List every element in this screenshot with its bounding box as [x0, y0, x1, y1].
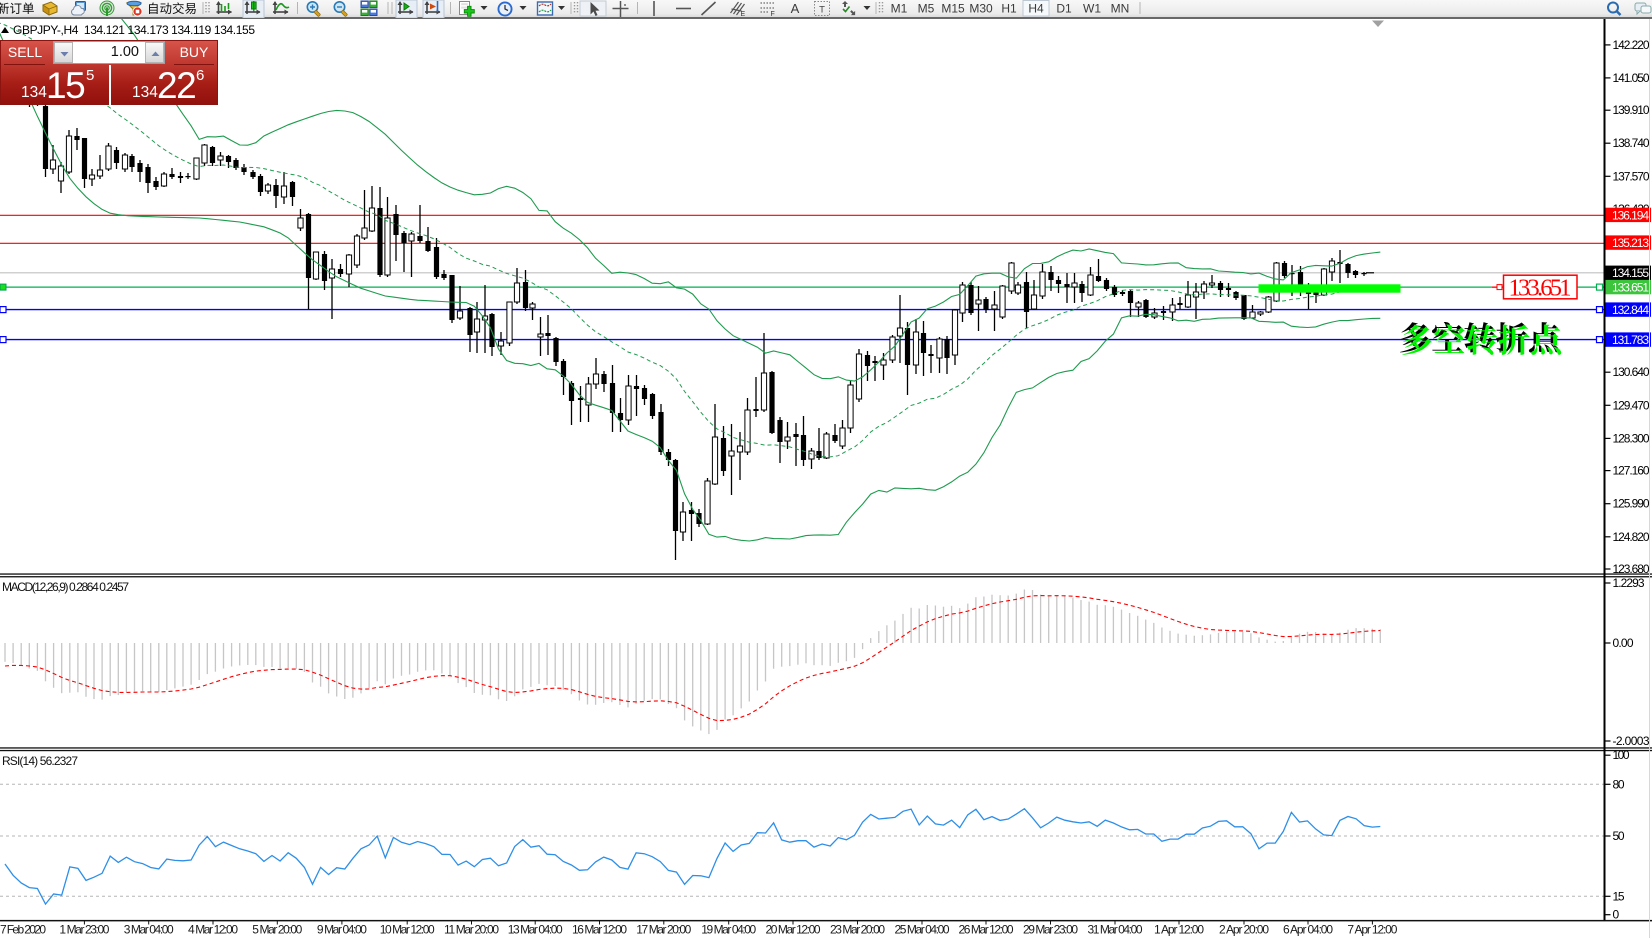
svg-text:0: 0: [1613, 908, 1620, 922]
svg-text:15: 15: [1613, 889, 1625, 903]
svg-text:4 Mar 12:00: 4 Mar 12:00: [188, 923, 238, 937]
svg-text:M15: M15: [941, 2, 965, 16]
svg-text:6 Apr 04:00: 6 Apr 04:00: [1283, 923, 1333, 937]
svg-text:T: T: [819, 5, 825, 16]
svg-text:125.990: 125.990: [1613, 497, 1650, 511]
svg-text:138.740: 138.740: [1613, 136, 1650, 150]
svg-text:31 Mar 04:00: 31 Mar 04:00: [1088, 923, 1143, 937]
svg-text:100: 100: [1613, 748, 1630, 762]
svg-text:GBPJPY-,H4 134.121 134.173 13: GBPJPY-,H4 134.121 134.173 134.119 134.1…: [13, 23, 255, 37]
svg-text:MACD(12,26,9) 0.2864 0.2457: MACD(12,26,9) 0.2864 0.2457: [2, 580, 129, 594]
svg-text:26 Mar 12:00: 26 Mar 12:00: [959, 923, 1014, 937]
svg-text:133.651: 133.651: [1612, 281, 1649, 295]
svg-text:F: F: [771, 11, 775, 18]
svg-text:1.2293: 1.2293: [1613, 576, 1645, 590]
svg-text:50: 50: [1613, 829, 1625, 843]
svg-text:141.050: 141.050: [1613, 71, 1650, 85]
svg-text:1 Mar 23:00: 1 Mar 23:00: [59, 923, 109, 937]
svg-text:20 Mar 12:00: 20 Mar 12:00: [766, 923, 821, 937]
svg-text:134.155: 134.155: [1612, 266, 1649, 280]
svg-text:133.651: 133.651: [1509, 274, 1572, 301]
svg-text:130.640: 130.640: [1613, 365, 1650, 379]
svg-text:13 Mar 04:00: 13 Mar 04:00: [508, 923, 563, 937]
svg-text:9 Mar 04:00: 9 Mar 04:00: [317, 923, 367, 937]
svg-text:132.844: 132.844: [1612, 303, 1649, 317]
svg-text:D1: D1: [1056, 2, 1072, 16]
svg-text:7 Feb 2020: 7 Feb 2020: [0, 923, 46, 937]
svg-text:123.680: 123.680: [1613, 562, 1650, 576]
svg-text:MN: MN: [1111, 2, 1130, 16]
svg-text:131.783: 131.783: [1612, 333, 1649, 347]
svg-text:11 Mar 20:00: 11 Mar 20:00: [444, 923, 499, 937]
svg-text:-2.0003: -2.0003: [1613, 734, 1650, 748]
svg-text:129.470: 129.470: [1613, 398, 1650, 412]
svg-text:142.220: 142.220: [1613, 38, 1650, 52]
svg-text:127.160: 127.160: [1613, 464, 1650, 478]
svg-text:19 Mar 04:00: 19 Mar 04:00: [701, 923, 756, 937]
svg-text:136.194: 136.194: [1612, 208, 1649, 222]
svg-text:137.570: 137.570: [1613, 169, 1650, 183]
svg-text:W1: W1: [1083, 2, 1101, 16]
svg-text:M5: M5: [918, 2, 935, 16]
svg-text:10 Mar 12:00: 10 Mar 12:00: [380, 923, 435, 937]
svg-text:135.213: 135.213: [1612, 236, 1649, 250]
svg-text:E: E: [741, 11, 746, 18]
svg-text:H1: H1: [1001, 2, 1017, 16]
svg-text:16 Mar 12:00: 16 Mar 12:00: [572, 923, 627, 937]
svg-text:23 Mar 20:00: 23 Mar 20:00: [830, 923, 885, 937]
svg-text:7 Apr 12:00: 7 Apr 12:00: [1347, 923, 1397, 937]
svg-text:124.820: 124.820: [1613, 530, 1650, 544]
svg-text:1 Apr 12:00: 1 Apr 12:00: [1154, 923, 1204, 937]
svg-text:RSI(14) 56.2327: RSI(14) 56.2327: [2, 754, 78, 768]
svg-text:25 Mar 04:00: 25 Mar 04:00: [895, 923, 950, 937]
svg-text:5 Mar 20:00: 5 Mar 20:00: [252, 923, 302, 937]
svg-text:M1: M1: [891, 2, 908, 16]
svg-text:2 Apr 20:00: 2 Apr 20:00: [1219, 923, 1269, 937]
svg-text:17 Mar 20:00: 17 Mar 20:00: [636, 923, 691, 937]
svg-text:0.00: 0.00: [1613, 636, 1634, 650]
svg-text:29 Mar 23:00: 29 Mar 23:00: [1023, 923, 1078, 937]
svg-text:M30: M30: [969, 2, 993, 16]
svg-text:128.300: 128.300: [1613, 431, 1650, 445]
svg-text:3 Mar 04:00: 3 Mar 04:00: [124, 923, 174, 937]
svg-text:H4: H4: [1028, 2, 1044, 16]
svg-text:A: A: [791, 1, 800, 16]
svg-text:139.910: 139.910: [1613, 103, 1650, 117]
svg-text:80: 80: [1613, 777, 1625, 791]
